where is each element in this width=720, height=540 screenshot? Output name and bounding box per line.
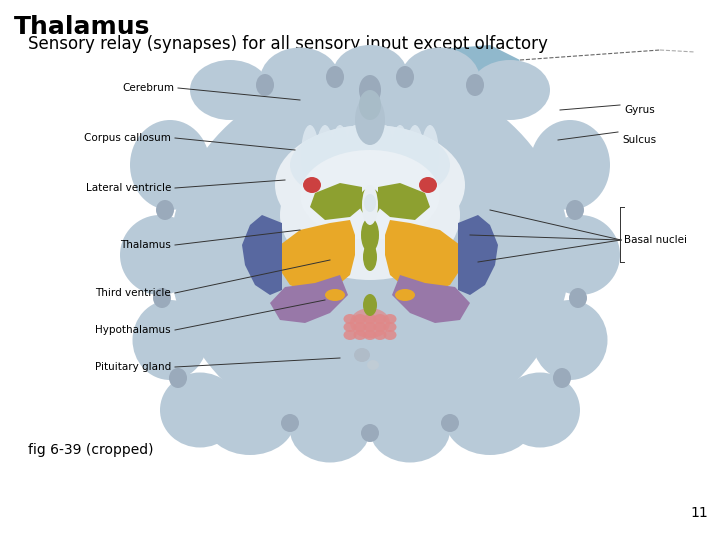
Ellipse shape [363, 243, 377, 271]
Ellipse shape [325, 289, 345, 301]
Text: Third ventricle: Third ventricle [95, 288, 171, 298]
Ellipse shape [367, 360, 379, 370]
Text: 11: 11 [690, 506, 708, 520]
Ellipse shape [364, 314, 377, 324]
Polygon shape [458, 215, 498, 295]
Ellipse shape [569, 288, 587, 308]
Ellipse shape [445, 385, 535, 455]
Polygon shape [392, 275, 470, 323]
Polygon shape [378, 183, 430, 220]
Ellipse shape [441, 414, 459, 432]
Ellipse shape [384, 330, 397, 340]
Ellipse shape [553, 368, 571, 388]
Ellipse shape [384, 322, 397, 332]
Ellipse shape [363, 294, 377, 316]
Polygon shape [430, 45, 520, 75]
Text: Sensory relay (synapses) for all sensory input except olfactory: Sensory relay (synapses) for all sensory… [28, 35, 548, 53]
Polygon shape [278, 220, 355, 293]
Ellipse shape [316, 125, 334, 185]
Ellipse shape [290, 397, 370, 462]
Text: Hypothalamus: Hypothalamus [95, 325, 171, 335]
Ellipse shape [530, 120, 610, 210]
Ellipse shape [361, 125, 379, 185]
Ellipse shape [359, 90, 381, 120]
Ellipse shape [374, 314, 387, 324]
Ellipse shape [169, 368, 187, 388]
Ellipse shape [303, 177, 321, 193]
Ellipse shape [275, 125, 465, 245]
Ellipse shape [421, 125, 439, 185]
Ellipse shape [500, 373, 580, 448]
Ellipse shape [376, 125, 394, 185]
Ellipse shape [290, 125, 450, 205]
Ellipse shape [156, 200, 174, 220]
Ellipse shape [354, 348, 370, 362]
Ellipse shape [354, 330, 366, 340]
Text: Pituitary gland: Pituitary gland [95, 362, 171, 372]
Ellipse shape [346, 125, 364, 185]
Ellipse shape [153, 288, 171, 308]
Ellipse shape [362, 185, 378, 225]
Ellipse shape [391, 125, 409, 185]
Ellipse shape [300, 150, 440, 240]
Ellipse shape [132, 300, 207, 380]
Ellipse shape [361, 218, 379, 253]
Ellipse shape [130, 120, 210, 210]
Ellipse shape [533, 300, 608, 380]
Text: Basal nuclei: Basal nuclei [624, 235, 687, 245]
Ellipse shape [540, 215, 620, 295]
Ellipse shape [343, 322, 356, 332]
Ellipse shape [361, 424, 379, 442]
Ellipse shape [170, 70, 570, 440]
Ellipse shape [466, 74, 484, 96]
Ellipse shape [370, 397, 450, 462]
Text: Corpus callosum: Corpus callosum [84, 133, 171, 143]
Ellipse shape [280, 150, 460, 280]
Ellipse shape [364, 322, 377, 332]
Ellipse shape [364, 194, 376, 212]
Ellipse shape [566, 200, 584, 220]
Text: Sulcus: Sulcus [622, 135, 656, 145]
Polygon shape [310, 183, 362, 220]
Ellipse shape [343, 314, 356, 324]
Ellipse shape [260, 48, 340, 112]
Text: Thalamus: Thalamus [120, 240, 171, 250]
Polygon shape [385, 220, 462, 293]
Text: fig 6-39 (cropped): fig 6-39 (cropped) [28, 443, 153, 457]
Ellipse shape [470, 60, 550, 120]
Ellipse shape [190, 60, 270, 120]
Ellipse shape [419, 177, 437, 193]
Ellipse shape [256, 74, 274, 96]
Text: Lateral ventricle: Lateral ventricle [86, 183, 171, 193]
Ellipse shape [359, 188, 381, 216]
Text: Thalamus: Thalamus [14, 15, 150, 39]
Ellipse shape [333, 45, 408, 105]
Text: Cerebrum: Cerebrum [122, 83, 174, 93]
Ellipse shape [396, 66, 414, 88]
Text: Gyrus: Gyrus [624, 105, 654, 115]
Ellipse shape [359, 75, 381, 105]
Polygon shape [270, 275, 348, 323]
Ellipse shape [301, 125, 319, 185]
Ellipse shape [331, 125, 349, 185]
Ellipse shape [395, 289, 415, 301]
Ellipse shape [374, 330, 387, 340]
Ellipse shape [364, 330, 377, 340]
Ellipse shape [120, 215, 200, 295]
Ellipse shape [355, 95, 385, 145]
Ellipse shape [354, 314, 366, 324]
Ellipse shape [281, 414, 299, 432]
Ellipse shape [374, 322, 387, 332]
Ellipse shape [354, 322, 366, 332]
Ellipse shape [384, 314, 397, 324]
Polygon shape [242, 215, 282, 295]
Ellipse shape [160, 373, 240, 448]
Ellipse shape [343, 330, 356, 340]
Ellipse shape [350, 308, 390, 338]
Ellipse shape [406, 125, 424, 185]
Ellipse shape [326, 66, 344, 88]
Ellipse shape [205, 385, 295, 455]
Ellipse shape [400, 48, 480, 112]
